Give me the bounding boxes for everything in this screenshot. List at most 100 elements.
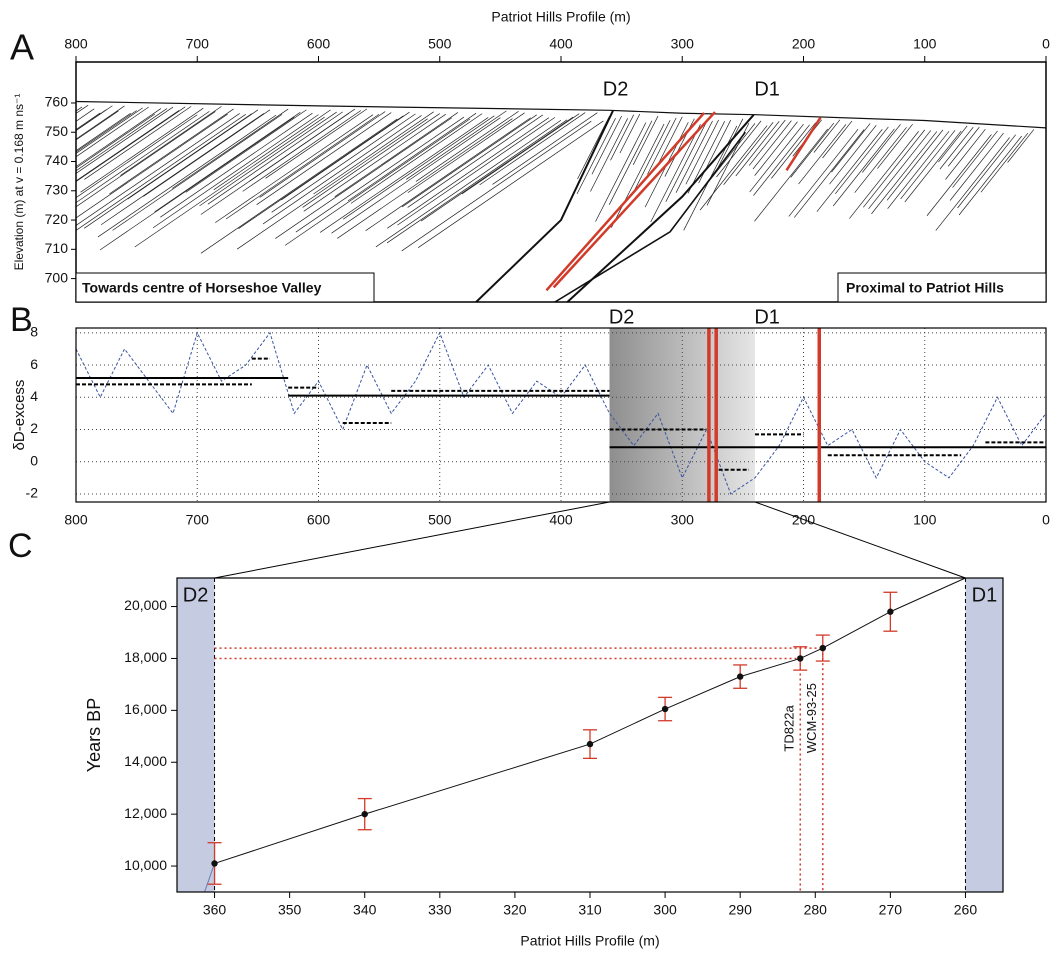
layer-line: [213, 109, 331, 191]
layer-line: [76, 105, 113, 132]
layer-line: [862, 124, 901, 173]
data-point: [361, 810, 368, 818]
layer-line: [76, 105, 125, 140]
marker-label: D2: [609, 306, 635, 328]
layer-line: [619, 113, 641, 154]
layer-line: [80, 107, 204, 193]
x-tick-label: 0: [1042, 512, 1050, 528]
x-tick-label: 330: [428, 902, 452, 918]
x-tick-label: 500: [428, 512, 452, 528]
layer-line: [831, 123, 871, 173]
y-tick-label: 720: [45, 211, 69, 227]
layer-line: [347, 112, 477, 202]
layer-line: [365, 117, 531, 231]
layer-line: [813, 119, 841, 153]
layer-line: [76, 113, 131, 152]
marker-label: D2: [603, 78, 629, 100]
layer-line: [753, 124, 810, 196]
layer-line: [236, 118, 428, 250]
layer-line: [160, 112, 313, 218]
y-tick-label: 12,000: [124, 805, 167, 821]
layer-line: [886, 129, 944, 201]
layer-line: [76, 110, 119, 141]
frame: [75, 327, 1047, 503]
x-tick-label: 600: [307, 36, 331, 52]
layer-line: [401, 114, 537, 208]
layer-line: [262, 115, 422, 225]
layer-line: [749, 123, 804, 193]
layer-line: [647, 117, 677, 175]
layer-line: [832, 128, 895, 207]
layer-line: [938, 125, 968, 163]
y-axis-label: Elevation (m) at v = 0.168 m ns⁻¹: [12, 94, 26, 271]
extrapolation-line: [204, 863, 216, 893]
layer-line: [215, 114, 374, 223]
data-point: [211, 860, 218, 867]
red-layer: [545, 112, 706, 292]
y-axis-label: δD-excess: [11, 380, 28, 451]
layer-line: [284, 118, 471, 246]
layer-line: [109, 108, 234, 195]
y-tick-label: 14,000: [124, 753, 167, 769]
panel-label: B: [10, 301, 33, 339]
layer-line: [1007, 129, 1035, 163]
y-tick-label: 8: [30, 324, 38, 340]
layer-line: [84, 106, 192, 180]
layer-line: [957, 134, 1016, 209]
x-tick-label: 0: [1042, 36, 1050, 52]
data-point: [586, 740, 594, 748]
layer-line: [590, 118, 628, 192]
layer-line: [868, 130, 932, 210]
marker-label: D2: [183, 584, 209, 606]
x-tick-label: 100: [913, 36, 937, 52]
x-tick-label: 800: [64, 36, 88, 52]
layer-line: [242, 110, 362, 192]
layer-line: [271, 113, 416, 213]
layer-line: [415, 110, 519, 182]
layer-line: [99, 116, 295, 251]
layer-line: [76, 111, 210, 204]
layer-line: [675, 120, 713, 193]
layer-line: [76, 113, 240, 226]
y-tick-label: 2: [30, 420, 38, 436]
x-tick-label: 270: [879, 902, 903, 918]
layer-line: [185, 109, 307, 193]
layer-line: [771, 122, 816, 179]
layer-line: [207, 111, 343, 205]
point-label: TD822a: [782, 705, 797, 752]
layer-line: [877, 123, 913, 169]
y-tick-label: 760: [45, 94, 69, 110]
layer-line: [793, 129, 865, 218]
data-point: [887, 608, 894, 615]
x-tick-label: 300: [671, 512, 695, 528]
y-tick-label: 730: [45, 181, 69, 197]
layer-line: [958, 135, 1023, 216]
y-tick-label: 700: [45, 269, 69, 285]
layer-line: [754, 128, 829, 222]
layer-line: [319, 117, 489, 233]
layer-line: [685, 119, 719, 185]
layer-line: [143, 109, 271, 197]
layer-line: [461, 113, 580, 195]
data-point: [797, 655, 804, 662]
layer-line: [134, 116, 325, 248]
layer-line: [980, 132, 1029, 193]
layer-line: [829, 125, 877, 185]
layer-line: [281, 111, 410, 201]
layer-line: [112, 114, 283, 231]
layer-line: [154, 111, 301, 213]
red-layer: [552, 111, 716, 289]
y-tick-label: 750: [45, 123, 69, 139]
layer-line: [76, 114, 198, 199]
layer-line: [76, 110, 137, 153]
layer-line: [386, 119, 568, 244]
layer-line: [939, 126, 974, 170]
layer-line: [76, 107, 143, 154]
layer-line: [76, 106, 186, 183]
layer-line: [76, 106, 149, 158]
layer-line: [632, 115, 659, 165]
panel-label: C: [8, 527, 33, 565]
x-tick-label: 400: [549, 512, 573, 528]
zoom-line: [214, 501, 610, 579]
